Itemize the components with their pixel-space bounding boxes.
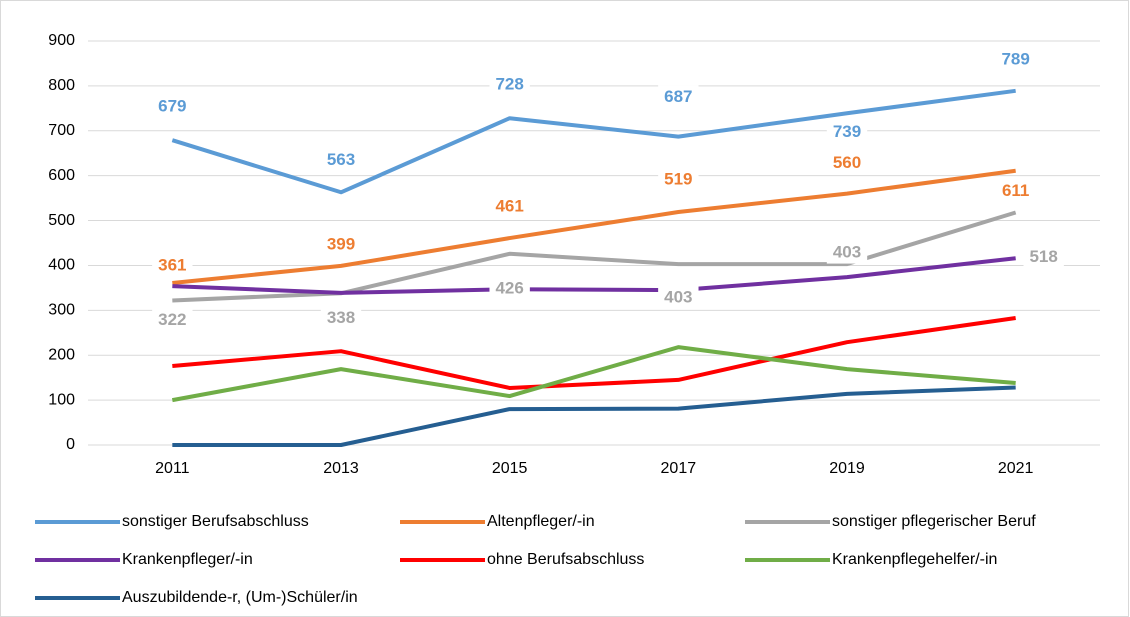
legend-label: sonstiger pflegerischer Beruf [832,513,1036,530]
data-label-text: 322 [158,310,186,329]
data-label: 338 [320,305,362,329]
y-tick-label: 800 [48,77,75,94]
series-line [172,210,1017,303]
data-label-text: 563 [327,150,355,169]
y-tick-label: 900 [48,32,75,49]
data-label-text: 426 [495,278,523,297]
data-label: 361 [152,253,193,277]
legend-label: Krankenpfleger/-in [122,551,253,568]
data-label-bg [826,240,868,264]
data-label-bg [152,253,193,277]
data-label: 399 [320,232,362,256]
data-label-text: 403 [664,288,692,307]
y-tick-label: 700 [48,122,75,139]
data-label: 560 [826,151,868,175]
y-tick-label: 100 [48,391,75,408]
data-label-bg [826,151,868,175]
legend-label: sonstiger Berufsabschluss [122,513,309,530]
data-label-bg [152,94,193,118]
data-label-bg [995,47,1036,71]
data-label-text: 338 [327,308,355,327]
y-tick-label: 200 [48,346,75,363]
data-label-bg [320,305,362,329]
data-label-bg [1023,244,1064,268]
series-line [171,88,1016,195]
data-label: 687 [658,85,699,109]
data-label-bg [489,194,530,218]
data-label: 518 [1023,244,1064,268]
data-label-text: 518 [1029,247,1057,266]
data-label-text: 560 [833,153,861,172]
legend-label: ohne Berufsabschluss [487,551,644,568]
y-tick-label: 500 [48,212,75,229]
data-label: 403 [826,240,868,264]
data-label: 322 [152,307,193,331]
x-tick-label: 2021 [998,460,1034,477]
data-label-bg [826,119,868,143]
data-label-text: 403 [833,243,861,262]
x-tick-label: 2019 [829,460,865,477]
x-tick-label: 2017 [661,460,697,477]
data-label: 519 [658,167,699,191]
x-tick-label: 2011 [155,460,190,477]
legend-label: Auszubildende-r, (Um-)Schüler/in [122,589,358,606]
data-label-text: 728 [495,75,523,94]
series-line [172,315,1016,390]
legend-label: Altenpfleger/-in [487,513,595,530]
legend-label: Krankenpflegehelfer/-in [832,551,997,568]
data-label: 679 [152,94,193,118]
y-tick-label: 300 [48,302,75,319]
data-label-bg [152,307,193,331]
y-tick-label: 600 [48,167,75,184]
data-label-text: 399 [327,234,355,253]
data-label-bg [489,276,530,300]
data-label: 461 [489,194,530,218]
data-label-bg [995,179,1036,203]
data-label-text: 519 [664,170,692,189]
y-tick-label: 0 [66,436,75,453]
data-label-text: 687 [664,87,692,106]
data-label-bg [658,167,699,191]
data-label: 563 [320,147,362,171]
data-label: 728 [489,72,530,96]
y-tick-label: 400 [48,257,75,274]
data-label-text: 461 [495,197,523,216]
series-line [171,345,1016,403]
series-line [172,256,1016,295]
data-label-bg [489,72,530,96]
data-label-bg [658,85,699,109]
data-label: 611 [995,179,1036,203]
series-line [172,168,1016,285]
data-label-text: 611 [1002,181,1029,200]
data-label-text: 739 [833,122,861,141]
series-line [172,385,1016,447]
data-label: 426 [489,276,530,300]
data-label-text: 679 [158,97,186,116]
data-label-bg [320,232,362,256]
data-label-bg [320,147,362,171]
x-tick-label: 2015 [492,460,528,477]
data-label: 739 [826,119,868,143]
data-label: 789 [995,47,1036,71]
data-label: 403 [658,285,699,309]
data-label-text: 789 [1001,49,1029,68]
data-label-text: 361 [158,255,186,274]
data-label-bg [658,285,699,309]
x-tick-label: 2013 [323,460,359,477]
